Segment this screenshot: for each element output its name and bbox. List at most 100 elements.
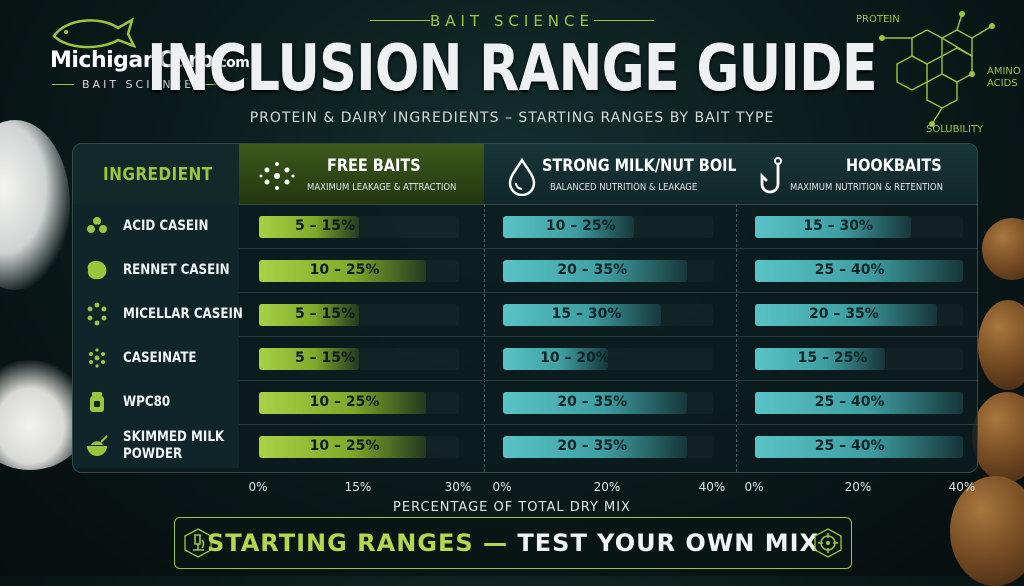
range-label-hook: 25 – 40% [814, 394, 885, 410]
x-tick-label: 15% [344, 480, 372, 494]
range-bar-hook [755, 304, 937, 326]
range-bar-milk [503, 216, 635, 238]
x-tick-label: 40% [948, 480, 976, 494]
footer-message: STARTING RANGES — TEST YOUR OWN MIX [175, 529, 851, 557]
ingredient-name: MICELLAR CASEIN [123, 306, 243, 322]
range-label-free: 10 – 25% [309, 438, 380, 454]
brand-name: MichiganCarp.com [50, 48, 250, 73]
range-bar-free [259, 436, 426, 458]
free-baits-column-header: FREE BAITS MAXIMUM LEAKAGE & ATTRACTION [239, 144, 484, 204]
milk-boilies-description: BALANCED NUTRITION & LEAKAGE [550, 182, 698, 193]
microscope-icon [184, 528, 212, 558]
kicker-divider [370, 20, 654, 21]
range-label-milk: 20 – 35% [557, 262, 628, 278]
range-bar-milk [503, 436, 687, 458]
free-baits-description: MAXIMUM LEAKAGE & ATTRACTION [307, 182, 457, 193]
hookbaits-title: HOOKBAITS [846, 156, 942, 176]
range-label-free: 5 – 15% [295, 306, 355, 322]
molecule-label-protein: PROTEIN [856, 14, 900, 25]
table-row: WPC80 10 – 25% 20 – 35% 25 – 40% [73, 380, 977, 425]
range-label-milk: 20 – 35% [557, 438, 628, 454]
range-label-hook: 25 – 40% [814, 438, 885, 454]
range-bar-free [259, 260, 426, 282]
ingredient-name: ACID CASEIN [123, 218, 209, 234]
molecule-label-acids: ACIDS [987, 78, 1018, 89]
brand-tagline: BAIT SCIENCE [51, 78, 225, 91]
hookbaits-column-header: HOOKBAITS MAXIMUM NUTRITION & RETENTION [736, 144, 977, 204]
x-tick-label: 20% [593, 480, 621, 494]
range-label-free: 10 – 25% [309, 262, 380, 278]
range-bar-free [259, 348, 359, 370]
column-separator [736, 204, 737, 472]
table-row: SKIMMED MILK POWDER 10 – 25% 20 – 35% 25 – … [73, 424, 977, 468]
molecule-label-solubility: SOLUBILITY [926, 124, 984, 135]
range-label-milk: 10 – 25% [545, 218, 616, 234]
range-bar-milk [503, 348, 608, 370]
hookbaits-description: MAXIMUM NUTRITION & RETENTION [790, 182, 943, 193]
x-tick-label: 0% [744, 480, 764, 494]
table-row: RENNET CASEIN 10 – 25% 20 – 35% 25 – 40% [73, 248, 977, 293]
header-kicker: BAIT SCIENCE [430, 12, 594, 30]
x-tick-label: 0% [248, 480, 268, 494]
range-label-hook: 20 – 35% [809, 306, 879, 322]
range-bar-hook [755, 216, 911, 238]
ingredient-header-label: INGREDIENT [103, 164, 213, 185]
range-bar-milk [503, 392, 687, 414]
range-label-free: 5 – 15% [295, 350, 355, 366]
range-label-milk: 15 – 30% [551, 306, 622, 322]
footer-part1: STARTING RANGES [206, 529, 474, 557]
ingredient-name: SKIMMED MILK POWDER [123, 429, 225, 462]
ingredient-cell: CASEINATE [73, 336, 239, 380]
table-row: MICELLAR CASEIN 5 – 15% 15 – 30% 20 – 35% [73, 292, 977, 337]
ingredient-column-header: INGREDIENT [73, 144, 239, 204]
milk-boilies-column-header: STRONG MILK/NUT BOILIES BALANCED NUTRITI… [484, 144, 762, 204]
particles-icon [259, 162, 295, 190]
range-bar-free [259, 392, 426, 414]
range-label-milk: 20 – 35% [557, 394, 628, 410]
table-row: CASEINATE 5 – 15% 10 – 20% 15 – 25% [73, 336, 977, 381]
footer-part2: TEST YOUR OWN MIX [517, 529, 820, 557]
range-label-hook: 15 – 25% [797, 350, 868, 366]
ingredient-cell: MICELLAR CASEIN [73, 292, 243, 336]
ingredient-name: CASEINATE [123, 350, 197, 366]
ingredient-cell: SKIMMED MILK POWDER [73, 424, 239, 468]
brand-logo[interactable]: MichiganCarp.com BAIT SCIENCE [28, 12, 258, 92]
hook-icon [760, 157, 782, 194]
range-bar-hook [755, 348, 885, 370]
range-bar-free [259, 304, 359, 326]
boilie-decoration [972, 392, 1024, 482]
milk-boilies-title: STRONG MILK/NUT BOILIES [542, 156, 763, 176]
inclusion-range-chart: INGREDIENT FREE BAITS MAXIMUM LEAKAGE & … [72, 143, 978, 473]
x-axis-label: PERCENTAGE OF TOTAL DRY MIX [393, 500, 631, 515]
boilie-decoration [982, 218, 1024, 280]
range-bar-free [259, 216, 359, 238]
footer-dash: — [473, 529, 518, 557]
range-label-free: 10 – 25% [309, 394, 380, 410]
acid-casein-icon [85, 214, 109, 238]
free-baits-title: FREE BAITS [327, 156, 421, 176]
x-tick-label: 20% [844, 480, 872, 494]
molecule-label-amino: AMINO [987, 66, 1021, 77]
molecule-decoration: PROTEIN AMINO ACIDS SOLUBILITY [852, 8, 1022, 138]
range-label-hook: 25 – 40% [814, 262, 885, 278]
range-bar-hook [755, 436, 963, 458]
x-tick-label: 30% [444, 480, 472, 494]
boilie-decoration [950, 476, 1024, 586]
range-label-milk: 10 – 20% [540, 350, 610, 366]
chart-header-row: INGREDIENT FREE BAITS MAXIMUM LEAKAGE & … [73, 144, 977, 205]
range-label-hook: 15 – 30% [803, 218, 874, 234]
range-bar-hook [755, 392, 963, 414]
table-row: ACID CASEIN 5 – 15% 10 – 25% 15 – 30% [73, 204, 977, 249]
molecule-structure-icon [879, 11, 995, 127]
range-bar-milk [503, 304, 661, 326]
x-tick-label: 40% [698, 480, 726, 494]
milk-splash-decoration [0, 120, 70, 290]
page-subtitle: PROTEIN & DAIRY INGREDIENTS – STARTING R… [249, 110, 775, 126]
ingredient-cell: ACID CASEIN [73, 204, 239, 248]
ingredient-cell: WPC80 [73, 380, 239, 424]
range-label-free: 5 – 15% [295, 218, 355, 234]
page-title: INCLUSION RANGE GUIDE [147, 32, 878, 106]
ingredient-cell: RENNET CASEIN [73, 248, 239, 292]
micellar-casein-icon [85, 302, 109, 326]
rennet-casein-icon [85, 258, 109, 282]
